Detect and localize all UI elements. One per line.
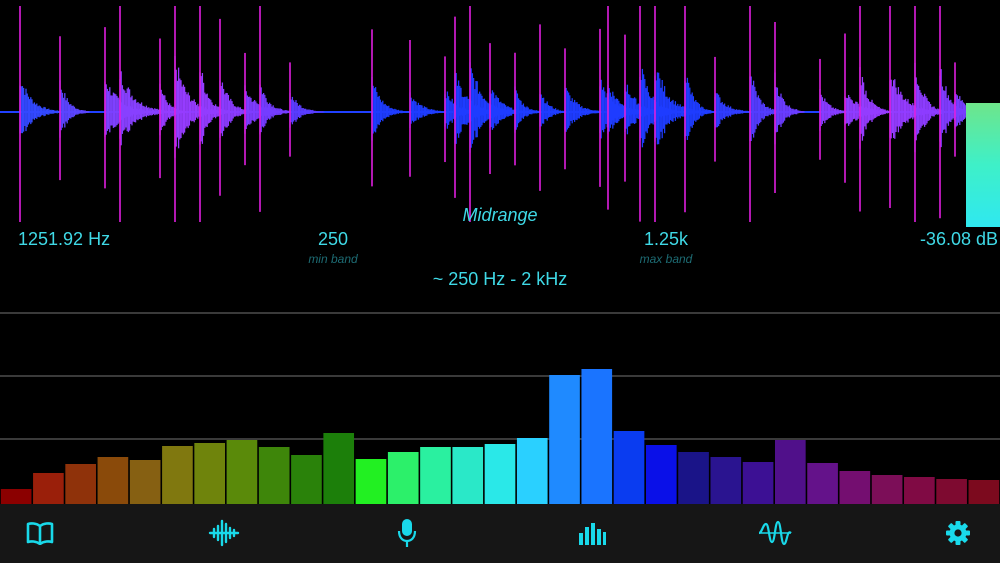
spectrum-bar (33, 473, 64, 505)
book-icon (26, 521, 54, 545)
waveform-icon (208, 519, 240, 547)
spectrum-bar (807, 463, 838, 505)
min-band-value[interactable]: 250 (317, 229, 349, 249)
waveform-transient (819, 58, 851, 160)
waveform-transient (514, 52, 544, 166)
level-meter (966, 103, 1000, 227)
spectrum-bar (936, 479, 967, 505)
microphone-button[interactable] (390, 516, 424, 550)
spectrum-bar (355, 459, 387, 505)
waveform-transient (259, 6, 292, 212)
spectrum-bars-icon (577, 521, 607, 545)
spectrum-bar (645, 445, 677, 505)
waveform-transient (219, 18, 254, 196)
settings-button[interactable] (941, 516, 975, 550)
spectrum-bar (839, 471, 871, 505)
waveform-transient (714, 56, 753, 162)
spectrum-bar (387, 452, 419, 505)
spectrum-bar (452, 447, 484, 505)
spectrum-bar (258, 447, 290, 505)
waveform-transient (409, 39, 450, 177)
waveform-transient (654, 6, 701, 222)
spectrum-bar (226, 440, 258, 505)
waveform-transient (489, 43, 530, 174)
microphone-icon (396, 518, 418, 548)
waveform-transient (564, 48, 606, 170)
max-band-value[interactable]: 1.25k (643, 229, 689, 249)
waveform-transient (859, 6, 891, 212)
frequency-range: ~ 250 Hz - 2 kHz (432, 269, 568, 289)
waveform-transient (774, 21, 805, 194)
spectrum-bar (613, 431, 645, 505)
gear-icon (945, 520, 971, 546)
spectrum-bar (710, 457, 742, 505)
waveform-transient (199, 6, 231, 222)
level-readout: -36.08 dB (919, 229, 998, 249)
waveform-transient (539, 24, 569, 191)
spectrum-bar (420, 447, 451, 505)
waveform-transient (914, 6, 945, 222)
spectrum-bar (968, 480, 1000, 505)
spectrum-bar (484, 444, 516, 505)
spectrum-bar (323, 433, 355, 505)
oscilloscope-icon (758, 520, 792, 546)
spectrum-chart (0, 312, 1000, 505)
book-button[interactable] (23, 516, 57, 550)
spectrum-bar (774, 440, 806, 505)
min-band-label: min band (308, 252, 358, 266)
spectrum-bar (0, 489, 32, 505)
waveform-transient (624, 34, 666, 182)
spectrum-bar (678, 452, 709, 505)
max-band-label: max band (639, 252, 693, 266)
waveform-transient (371, 29, 407, 187)
spectrum-bar (162, 446, 193, 505)
spectrum-bar (549, 375, 580, 505)
spectrum-button[interactable] (575, 516, 609, 550)
waveform-transient (684, 6, 714, 213)
waveform-display (0, 6, 1000, 222)
frequency-readout: 1251.92 Hz (18, 229, 111, 249)
band-name: Midrange (462, 205, 538, 225)
bottom-toolbar (0, 504, 1000, 563)
spectrum-bar (516, 438, 548, 505)
waveform-transient (289, 62, 325, 157)
spectrum-bar (291, 455, 322, 505)
waveform-transient (19, 6, 62, 222)
oscilloscope-button[interactable] (758, 516, 792, 550)
spectrum-bar (742, 462, 774, 505)
spectrum-bar (129, 460, 161, 505)
spectrum-bar (871, 475, 903, 505)
spectrum-bar (904, 477, 935, 505)
spectrum-bar (97, 457, 129, 505)
spectrum-bar (194, 443, 226, 505)
spectrum-bar (581, 369, 613, 505)
spectrum-bar (65, 464, 96, 505)
waveform-transient (749, 6, 780, 222)
waveform-transient (59, 36, 90, 181)
waveform-button[interactable] (207, 516, 241, 550)
